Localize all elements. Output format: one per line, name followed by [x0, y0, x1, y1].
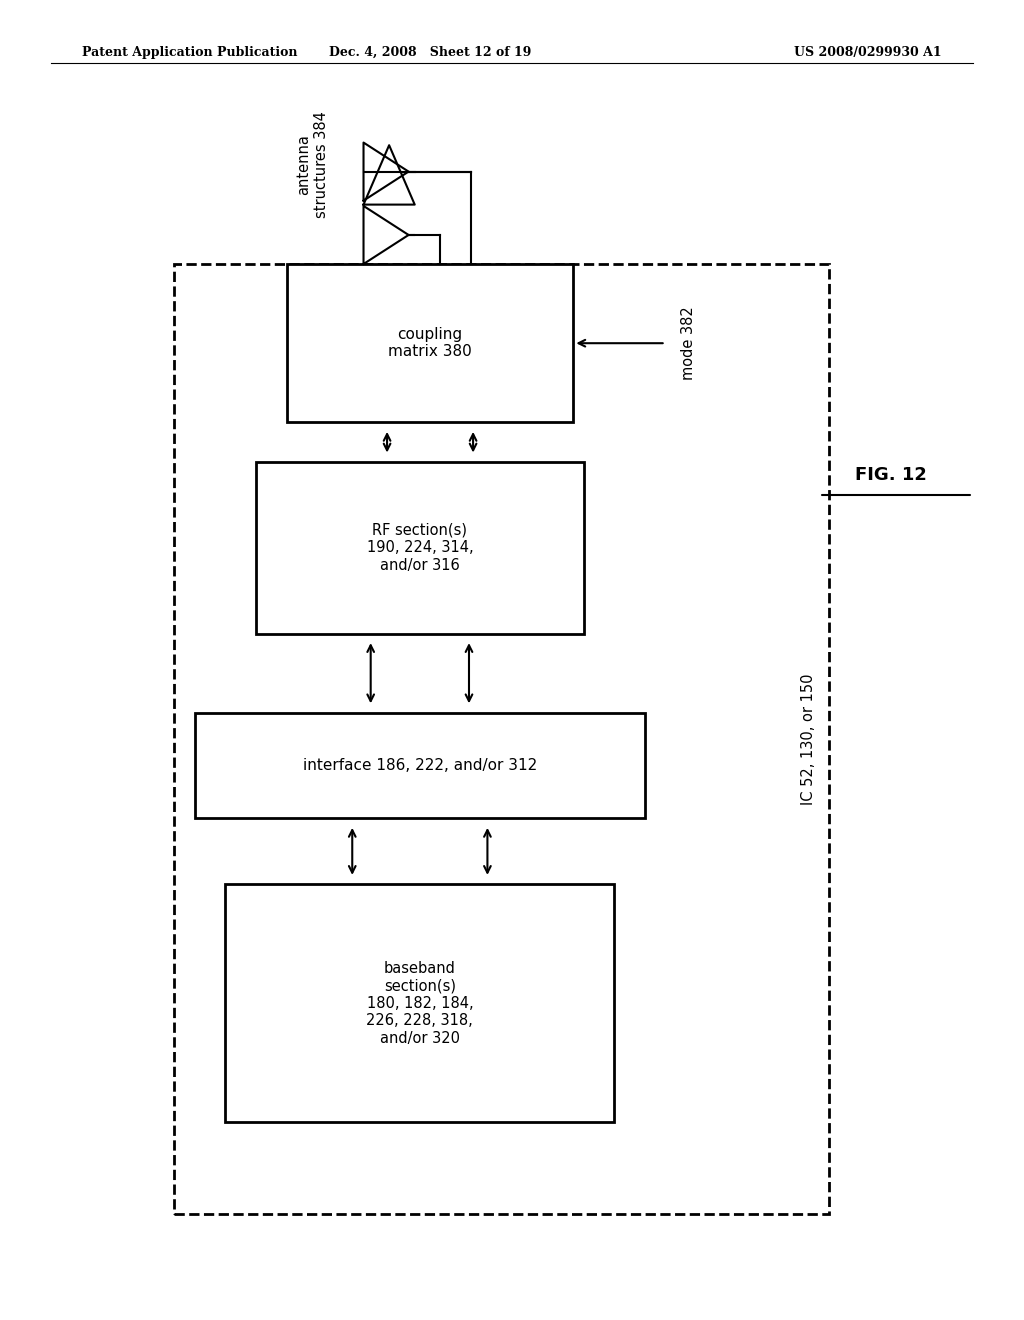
Text: Dec. 4, 2008   Sheet 12 of 19: Dec. 4, 2008 Sheet 12 of 19 — [329, 46, 531, 59]
FancyBboxPatch shape — [287, 264, 573, 422]
Text: Patent Application Publication: Patent Application Publication — [82, 46, 297, 59]
FancyBboxPatch shape — [225, 884, 614, 1122]
Text: coupling
matrix 380: coupling matrix 380 — [388, 327, 472, 359]
Text: interface 186, 222, and/or 312: interface 186, 222, and/or 312 — [303, 758, 537, 774]
Text: antenna
structures 384: antenna structures 384 — [296, 112, 329, 218]
Text: IC 52, 130, or 150: IC 52, 130, or 150 — [802, 673, 816, 805]
Text: US 2008/0299930 A1: US 2008/0299930 A1 — [795, 46, 942, 59]
Text: RF section(s)
190, 224, 314,
and/or 316: RF section(s) 190, 224, 314, and/or 316 — [367, 523, 473, 573]
FancyBboxPatch shape — [195, 713, 645, 818]
FancyBboxPatch shape — [256, 462, 584, 634]
Text: mode 382: mode 382 — [681, 306, 696, 380]
Text: FIG. 12: FIG. 12 — [855, 466, 927, 484]
Text: baseband
section(s)
180, 182, 184,
226, 228, 318,
and/or 320: baseband section(s) 180, 182, 184, 226, … — [367, 961, 473, 1045]
